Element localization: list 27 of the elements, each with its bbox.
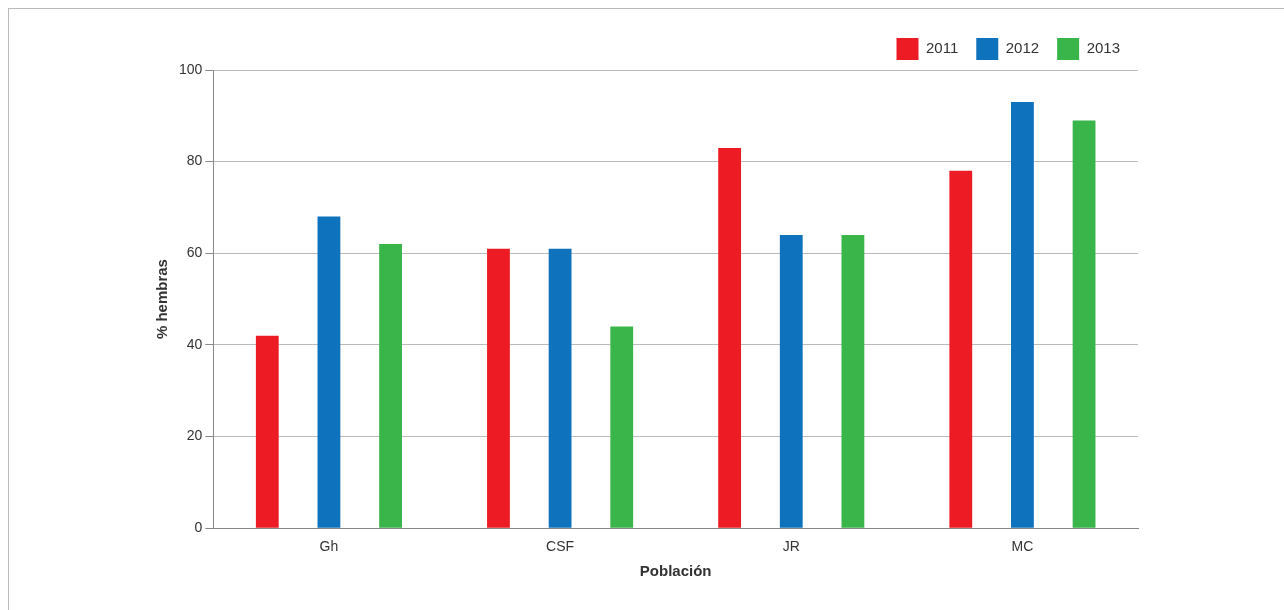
bar xyxy=(718,147,742,528)
bar xyxy=(487,248,510,528)
bar xyxy=(548,248,572,528)
x-tick-label: CSF xyxy=(546,538,575,555)
x-axis-title: Población xyxy=(639,562,712,580)
bar xyxy=(610,326,634,528)
y-tick-label: 100 xyxy=(179,60,203,77)
y-axis-title: % hembras xyxy=(153,259,171,340)
bar xyxy=(949,170,973,528)
y-tick-label: 40 xyxy=(186,335,203,352)
bar xyxy=(255,335,279,528)
bar xyxy=(779,234,803,528)
bar xyxy=(317,216,341,528)
x-tick-label: Gh xyxy=(319,538,339,555)
legend-label: 2011 xyxy=(926,39,959,57)
x-tick-label: JR xyxy=(782,538,800,555)
y-tick-label: 0 xyxy=(194,519,203,536)
legend-label: 2013 xyxy=(1086,39,1121,57)
y-tick-label: 80 xyxy=(186,152,203,169)
x-tick-label: MC xyxy=(1011,538,1034,555)
bar xyxy=(1011,102,1034,528)
bar xyxy=(379,244,402,528)
y-tick-label: 20 xyxy=(186,427,203,444)
y-tick-label: 60 xyxy=(186,244,203,261)
legend-label: 2012 xyxy=(1005,39,1040,57)
bar xyxy=(1072,120,1096,528)
bar xyxy=(841,234,865,528)
